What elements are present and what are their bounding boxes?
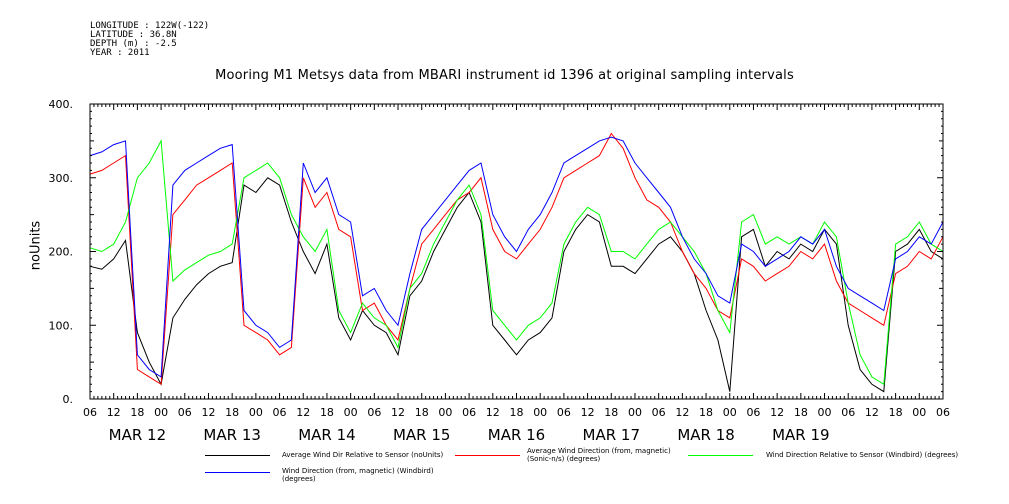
x-tick-label: 12 bbox=[675, 406, 689, 419]
x-tick-label: 12 bbox=[391, 406, 405, 419]
date-label: MAR 19 bbox=[772, 426, 829, 444]
date-label: MAR 18 bbox=[677, 426, 734, 444]
x-tick-label: 18 bbox=[794, 406, 808, 419]
x-tick-label: 06 bbox=[841, 406, 855, 419]
x-tick-label: 18 bbox=[604, 406, 618, 419]
x-tick-label: 00 bbox=[912, 406, 926, 419]
legend-swatch-red bbox=[455, 455, 520, 456]
x-tick-label: 12 bbox=[770, 406, 784, 419]
x-tick-label: 18 bbox=[225, 406, 239, 419]
series-line-2 bbox=[89, 139, 944, 386]
y-tick-label: 100. bbox=[49, 319, 74, 332]
x-tick-label: 18 bbox=[320, 406, 334, 419]
longitude-text: LONGITUDE : 122W(-122) bbox=[90, 21, 210, 31]
x-tick-label: 12 bbox=[486, 406, 500, 419]
x-tick-label: 12 bbox=[865, 406, 879, 419]
x-tick-label: 12 bbox=[581, 406, 595, 419]
year-text: YEAR : 2011 bbox=[90, 48, 150, 58]
date-label: MAR 16 bbox=[488, 426, 545, 444]
legend-swatch-green bbox=[688, 455, 753, 456]
x-tick-label: 00 bbox=[154, 406, 168, 419]
x-tick-label: 18 bbox=[130, 406, 144, 419]
x-tick-label: 00 bbox=[723, 406, 737, 419]
x-tick-label: 00 bbox=[438, 406, 452, 419]
date-label: MAR 12 bbox=[109, 426, 166, 444]
series-line-3 bbox=[89, 136, 944, 378]
x-tick-label: 06 bbox=[273, 406, 287, 419]
date-label: MAR 13 bbox=[203, 426, 260, 444]
y-tick-label: 300. bbox=[49, 172, 74, 185]
x-tick-label: 06 bbox=[652, 406, 666, 419]
series-line-1 bbox=[89, 132, 944, 386]
x-tick-label: 00 bbox=[533, 406, 547, 419]
y-tick-label: 400. bbox=[49, 98, 74, 111]
latitude-text: LATITUDE : 36.8N bbox=[90, 30, 177, 40]
y-tick-label: 200. bbox=[49, 246, 74, 259]
legend-label-blue: Wind Direction (from, magnetic) (Windbir… bbox=[282, 467, 434, 483]
x-tick-label: 00 bbox=[628, 406, 642, 419]
date-label: MAR 14 bbox=[298, 426, 355, 444]
x-tick-label: 12 bbox=[296, 406, 310, 419]
x-tick-label: 06 bbox=[178, 406, 192, 419]
x-tick-label: 00 bbox=[344, 406, 358, 419]
depth-text: DEPTH (m) : -2.5 bbox=[90, 39, 177, 49]
y-tick-label: 0. bbox=[63, 393, 74, 406]
x-tick-label: 12 bbox=[201, 406, 215, 419]
chart-title: Mooring M1 Metsys data from MBARI instru… bbox=[215, 68, 794, 83]
legend-swatch-blue bbox=[205, 472, 270, 473]
x-tick-label: 06 bbox=[746, 406, 760, 419]
x-tick-label: 00 bbox=[249, 406, 263, 419]
legend-label-black: Average Wind Dir Relative to Sensor (noU… bbox=[282, 451, 444, 459]
x-tick-label: 00 bbox=[818, 406, 832, 419]
legend-label-green: Wind Direction Relative to Sensor (Windb… bbox=[766, 451, 959, 459]
x-tick-label: 06 bbox=[462, 406, 476, 419]
legend-label-red: Average Wind Direction (from, magnetic) … bbox=[527, 447, 671, 463]
x-tick-label: 06 bbox=[557, 406, 571, 419]
x-tick-label: 18 bbox=[510, 406, 524, 419]
x-tick-label: 12 bbox=[107, 406, 121, 419]
date-label: MAR 15 bbox=[393, 426, 450, 444]
x-tick-label: 18 bbox=[699, 406, 713, 419]
x-tick-label: 18 bbox=[889, 406, 903, 419]
date-label: MAR 17 bbox=[583, 426, 640, 444]
legend-swatch-black bbox=[205, 455, 270, 456]
x-tick-label: 06 bbox=[83, 406, 97, 419]
x-tick-label: 06 bbox=[367, 406, 381, 419]
series-line-0 bbox=[89, 177, 944, 393]
x-tick-label: 06 bbox=[936, 406, 950, 419]
x-tick-label: 18 bbox=[415, 406, 429, 419]
